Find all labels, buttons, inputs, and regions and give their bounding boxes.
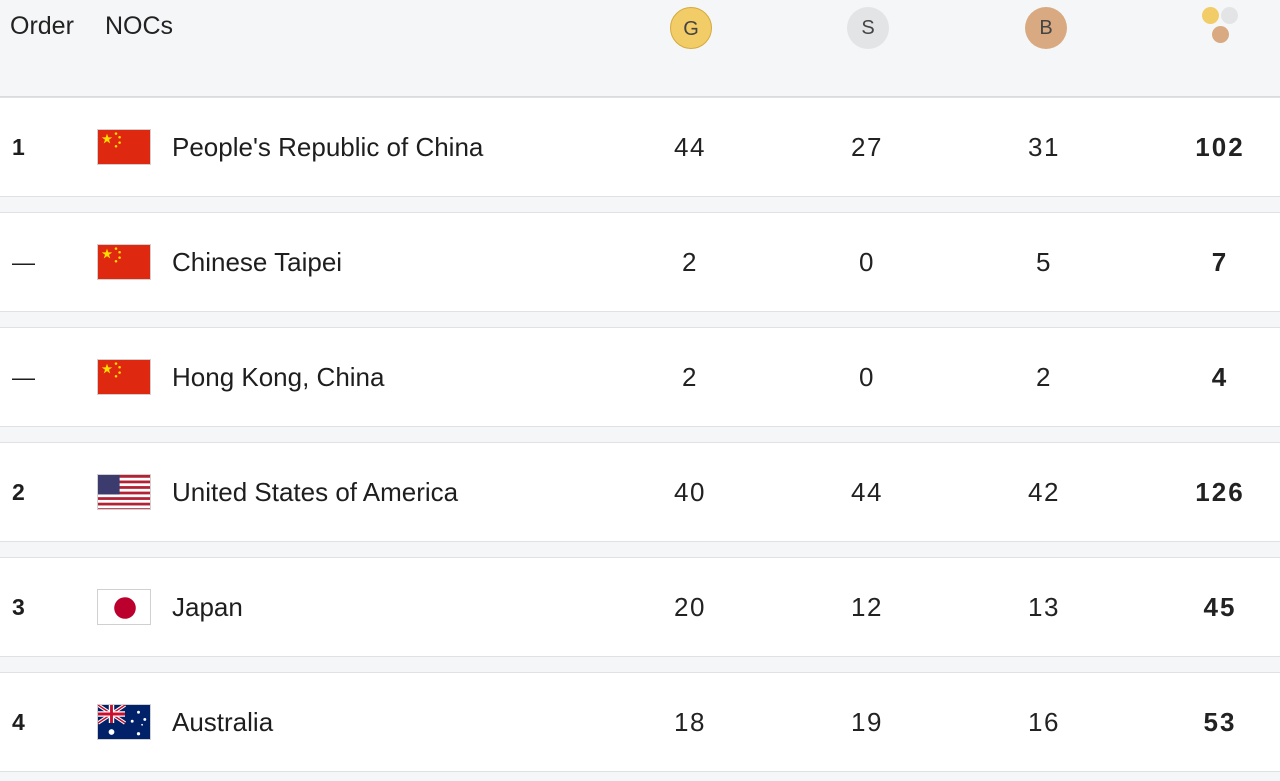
total-count: 126 [1195,477,1245,507]
order-column-header[interactable]: Order [10,12,74,40]
noc-name-link[interactable]: United States of America [172,477,459,507]
silver-medal-icon[interactable]: S [847,7,889,49]
japan-flag-icon [97,589,151,625]
noc-name-link[interactable]: People's Republic of China [172,132,484,162]
table-row[interactable]: 4 Australia 18 19 16 53 [0,672,1280,772]
gold-count: 20 [674,592,706,622]
table-row[interactable]: 1 People's Republic of China 44 27 31 10… [0,97,1280,197]
china-flag-icon [97,359,151,395]
total-count: 45 [1203,592,1237,622]
noc-name-link[interactable]: Australia [172,707,274,737]
total-count: 7 [1211,247,1229,277]
bronze-count: 31 [1028,132,1060,162]
gold-count: 2 [682,247,698,277]
total-count: 4 [1211,362,1229,392]
order-cell: — [12,249,35,275]
bronze-dot [1212,26,1229,43]
silver-count: 44 [851,477,883,507]
silver-count: 0 [859,362,875,392]
noc-name-link[interactable]: Hong Kong, China [172,362,385,392]
nocs-column-header[interactable]: NOCs [105,12,174,40]
gold-count: 44 [674,132,706,162]
table-row[interactable]: 3 Japan 20 12 13 45 [0,557,1280,657]
bronze-medal-icon[interactable]: B [1025,7,1067,49]
gold-dot [1202,7,1219,24]
australia-flag-icon [97,704,151,740]
bronze-count: 5 [1036,247,1052,277]
bronze-count: 16 [1028,707,1060,737]
china-flag-icon [97,244,151,280]
table-row[interactable]: 2 United States of America 40 44 42 126 [0,442,1280,542]
usa-flag-icon [97,474,151,510]
total-count: 53 [1203,707,1237,737]
gold-count: 18 [674,707,706,737]
gold-medal-icon[interactable]: G [670,7,712,49]
order-cell: 2 [12,479,25,505]
order-cell: 3 [12,594,25,620]
order-cell: — [12,364,35,390]
silver-dot [1221,7,1238,24]
china-flag-icon [97,129,151,165]
gold-count: 40 [674,477,706,507]
gold-count: 2 [682,362,698,392]
order-cell: 1 [12,134,25,160]
table-row[interactable]: — Chinese Taipei 2 0 5 7 [0,212,1280,312]
table-row[interactable]: — Hong Kong, China 2 0 2 4 [0,327,1280,427]
bronze-count: 2 [1036,362,1052,392]
bronze-count: 13 [1028,592,1060,622]
bronze-count: 42 [1028,477,1060,507]
silver-count: 12 [851,592,883,622]
silver-count: 19 [851,707,883,737]
silver-count: 27 [851,132,883,162]
order-cell: 4 [12,709,25,735]
medals-total-icon[interactable] [1200,6,1246,48]
silver-count: 0 [859,247,875,277]
table-header: Order NOCs G S B [0,0,1280,97]
noc-name-link[interactable]: Chinese Taipei [172,247,343,277]
noc-name-link[interactable]: Japan [172,592,243,622]
total-count: 102 [1195,132,1245,162]
